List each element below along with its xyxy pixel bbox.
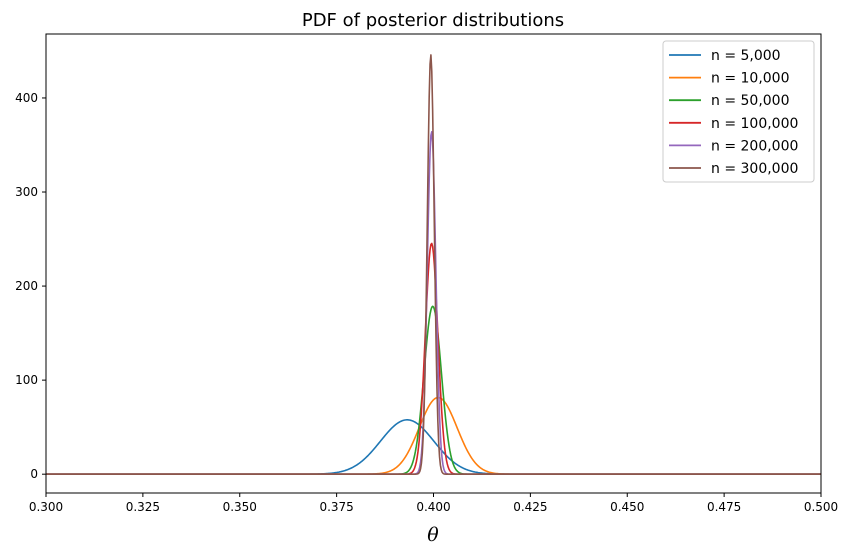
x-tick-label: 0.325 [126, 500, 160, 514]
x-axis-label: θ [427, 524, 439, 546]
x-tick-label: 0.425 [513, 500, 547, 514]
x-tick-label: 0.375 [319, 500, 353, 514]
y-axis-ticks: 0 100 200 300 400 [15, 91, 46, 481]
x-tick-label: 0.300 [29, 500, 63, 514]
legend-label: n = 300,000 [711, 161, 798, 177]
x-axis-ticks: 0.300 0.325 0.350 0.375 0.400 0.425 0.450 0.475… [29, 493, 838, 514]
y-tick-label: 100 [15, 373, 38, 387]
series-line-3 [46, 305, 821, 475]
series-line-1 [46, 419, 821, 475]
y-tick-label: 300 [15, 185, 38, 199]
legend-label: n = 5,000 [711, 48, 781, 64]
x-tick-label: 0.475 [707, 500, 741, 514]
y-tick-label: 0 [30, 467, 38, 481]
series-line-2 [46, 396, 821, 475]
y-tick-label: 200 [15, 279, 38, 293]
legend-box [662, 40, 815, 183]
y-tick-label: 400 [15, 91, 38, 105]
series-lines [46, 54, 821, 475]
legend-label: n = 50,000 [711, 93, 790, 109]
legend: n = 5,000 n = 10,000 n = 50,000 n = 100,000… [662, 40, 815, 183]
x-tick-label: 0.450 [610, 500, 644, 514]
legend-label: n = 200,000 [711, 138, 798, 154]
x-tick-label: 0.350 [223, 500, 257, 514]
series-line-6 [46, 54, 821, 475]
x-tick-label: 0.500 [804, 500, 838, 514]
x-tick-label: 0.400 [416, 500, 450, 514]
chart-title: PDF of posterior distributions [302, 10, 564, 31]
legend-label: n = 100,000 [711, 116, 798, 132]
legend-label: n = 10,000 [711, 71, 790, 87]
